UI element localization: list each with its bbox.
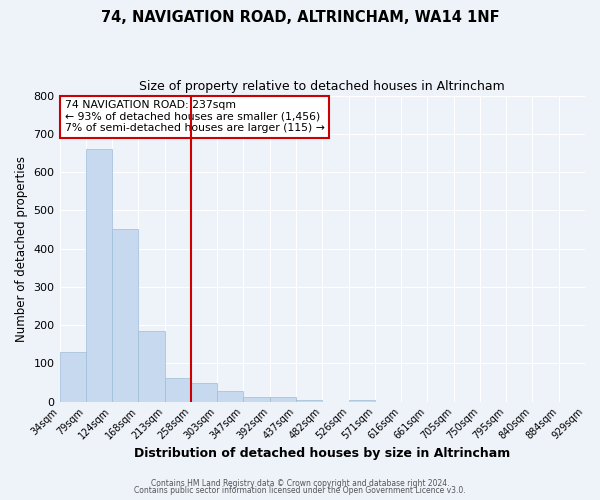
Bar — [86, 149, 112, 402]
Bar — [139, 331, 164, 402]
Y-axis label: Number of detached properties: Number of detached properties — [15, 156, 28, 342]
Bar — [164, 378, 191, 402]
Title: Size of property relative to detached houses in Altrincham: Size of property relative to detached ho… — [139, 80, 505, 93]
Text: 74, NAVIGATION ROAD, ALTRINCHAM, WA14 1NF: 74, NAVIGATION ROAD, ALTRINCHAM, WA14 1N… — [101, 10, 499, 25]
Bar — [349, 400, 375, 402]
Text: Contains public sector information licensed under the Open Government Licence v3: Contains public sector information licen… — [134, 486, 466, 495]
Bar — [244, 396, 270, 402]
Bar — [191, 384, 217, 402]
Bar — [296, 400, 322, 402]
Bar — [59, 352, 86, 402]
Bar — [112, 230, 139, 402]
X-axis label: Distribution of detached houses by size in Altrincham: Distribution of detached houses by size … — [134, 447, 511, 460]
Text: 74 NAVIGATION ROAD: 237sqm
← 93% of detached houses are smaller (1,456)
7% of se: 74 NAVIGATION ROAD: 237sqm ← 93% of deta… — [65, 100, 325, 134]
Bar — [270, 396, 296, 402]
Bar — [217, 391, 244, 402]
Text: Contains HM Land Registry data © Crown copyright and database right 2024.: Contains HM Land Registry data © Crown c… — [151, 478, 449, 488]
